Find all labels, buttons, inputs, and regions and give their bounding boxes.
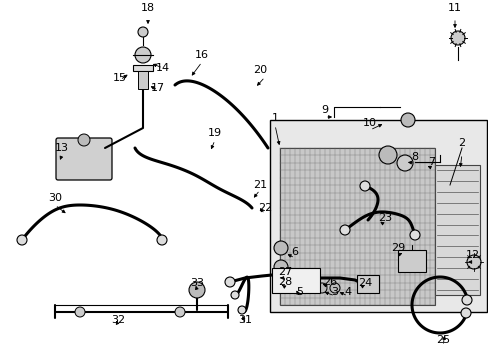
Circle shape [378, 146, 396, 164]
Circle shape [273, 241, 287, 255]
Text: 8: 8 [410, 152, 418, 162]
Circle shape [224, 277, 235, 287]
Text: 30: 30 [48, 193, 62, 203]
Text: 2: 2 [458, 138, 465, 148]
Text: 11: 11 [447, 3, 461, 13]
Text: 32: 32 [111, 315, 125, 325]
Circle shape [460, 308, 470, 318]
Circle shape [359, 181, 369, 191]
Circle shape [466, 255, 480, 269]
Text: 29: 29 [390, 243, 404, 253]
Text: 18: 18 [141, 3, 155, 13]
Bar [434, 165, 479, 295]
Text: 13: 13 [55, 143, 69, 153]
Circle shape [461, 295, 471, 305]
Text: 31: 31 [238, 315, 251, 325]
Bar [356, 275, 378, 293]
Text: 33: 33 [190, 278, 203, 288]
Circle shape [17, 235, 27, 245]
Text: 23: 23 [377, 213, 391, 223]
Circle shape [339, 225, 349, 235]
Circle shape [359, 280, 369, 290]
Bar [133, 65, 153, 71]
Text: 19: 19 [207, 128, 222, 138]
Text: 14: 14 [156, 63, 170, 73]
Text: 25: 25 [435, 335, 449, 345]
Circle shape [135, 47, 151, 63]
Text: 20: 20 [252, 65, 266, 75]
Text: 28: 28 [277, 277, 291, 287]
Circle shape [329, 283, 339, 293]
Bar [280, 148, 434, 305]
Text: 27: 27 [277, 267, 291, 277]
Circle shape [138, 27, 148, 37]
Circle shape [238, 306, 245, 314]
Circle shape [78, 134, 90, 146]
Text: 17: 17 [151, 83, 165, 93]
Circle shape [189, 282, 204, 298]
Text: 26: 26 [322, 277, 336, 287]
Text: 10: 10 [362, 118, 376, 128]
Bar [397, 250, 425, 272]
Text: 7: 7 [427, 157, 435, 167]
Circle shape [75, 307, 85, 317]
Circle shape [396, 155, 412, 171]
Text: 6: 6 [291, 247, 298, 257]
Circle shape [316, 283, 326, 293]
Text: 24: 24 [357, 278, 371, 288]
Text: 1: 1 [271, 113, 278, 123]
Bar [138, 71, 148, 89]
Text: 12: 12 [465, 250, 479, 260]
Circle shape [409, 230, 419, 240]
Text: 22: 22 [257, 203, 271, 213]
Circle shape [400, 113, 414, 127]
Bar [271, 268, 319, 293]
Circle shape [157, 235, 167, 245]
Text: 15: 15 [113, 73, 127, 83]
Circle shape [175, 307, 184, 317]
Circle shape [450, 31, 464, 45]
Bar [269, 120, 486, 312]
Text: 4: 4 [344, 287, 351, 297]
Circle shape [273, 260, 287, 274]
Text: 3: 3 [331, 287, 338, 297]
Text: 21: 21 [252, 180, 266, 190]
Text: 9: 9 [321, 105, 328, 115]
FancyBboxPatch shape [56, 138, 112, 180]
Circle shape [230, 291, 239, 299]
Text: 5: 5 [296, 287, 303, 297]
Text: 16: 16 [195, 50, 208, 60]
